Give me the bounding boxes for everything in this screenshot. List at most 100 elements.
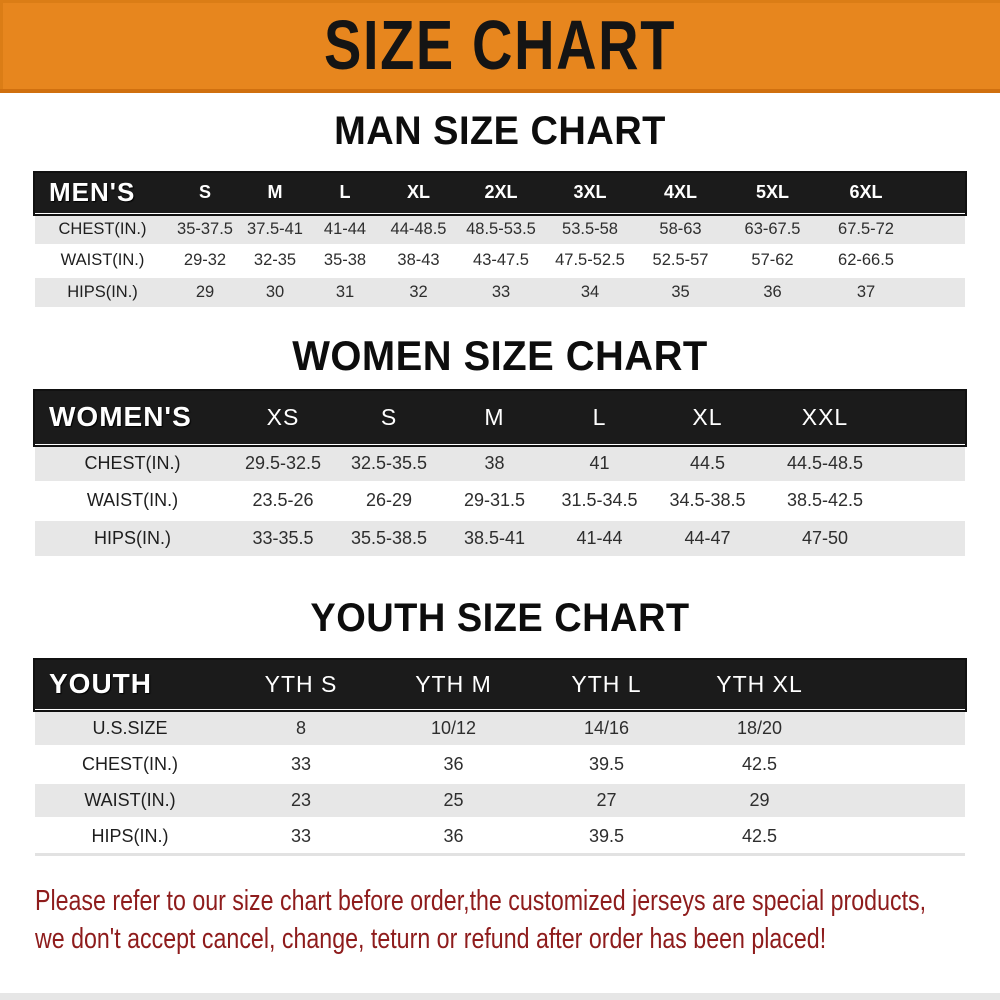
women-section-title: WOMEN SIZE CHART — [292, 332, 708, 379]
size-value-cell: 32-35 — [253, 251, 297, 269]
size-value-cell: 43-47.5 — [473, 251, 529, 269]
row-label: WAIST(IN.) — [84, 789, 176, 810]
youth-size-section: YOUTH SIZE CHART YOUTH YTH S YTH M YTH L YTH… — [0, 596, 1000, 856]
size-column-header: M — [267, 182, 283, 203]
table-brand-label: YOUTH — [49, 668, 152, 700]
row-label: WAIST(IN.) — [60, 251, 145, 269]
size-column-header: YTH S — [264, 670, 338, 697]
row-filler — [836, 746, 965, 782]
row-filler — [836, 782, 965, 818]
measurement-row: HIPS(IN.) 33 36 39.5 42.5 — [35, 818, 965, 854]
row-filler — [913, 276, 965, 307]
size-value-cell: 39.5 — [588, 753, 625, 774]
measurement-row: WAIST(IN.) 23.5-26 26-29 29-31.5 31.5-34.5 34… — [35, 482, 965, 519]
size-value-cell: 34.5-38.5 — [669, 490, 746, 510]
row-filler — [887, 445, 965, 482]
size-value-cell: 41-44 — [323, 220, 367, 238]
size-column-header: M — [484, 403, 505, 430]
men-size-section: MAN SIZE CHART MEN'S S M L XL 2XL 3XL 4XL 5XL 6XL… — [0, 109, 1000, 307]
size-value-cell: 58-63 — [659, 220, 702, 238]
size-value-cell: 35.5-38.5 — [350, 527, 428, 548]
size-value-cell: 48.5-53.5 — [466, 220, 536, 238]
size-value-cell: 29-32 — [183, 251, 227, 269]
header-filler — [836, 660, 965, 710]
row-label: CHEST(IN.) — [82, 753, 178, 774]
size-value-cell: 26-29 — [365, 490, 413, 510]
row-label: HIPS(IN.) — [67, 282, 138, 301]
size-value-cell: 38.5-42.5 — [786, 490, 864, 510]
size-column-header: S — [198, 182, 211, 203]
bottom-strip — [0, 993, 1000, 1000]
size-value-cell: 23 — [290, 789, 312, 810]
size-value-cell: 31.5-34.5 — [561, 490, 638, 510]
size-value-cell: 33 — [491, 282, 511, 301]
men-section-title: MAN SIZE CHART — [334, 109, 666, 153]
youth-size-table: YOUTH YTH S YTH M YTH L YTH XL U.S.SIZE 8 10/1… — [33, 658, 967, 856]
women-size-section: WOMEN SIZE CHART WOMEN'S XS S M L XL XXL CHEST… — [0, 333, 1000, 556]
size-value-cell: 42.5 — [741, 825, 778, 846]
size-value-cell: 10/12 — [430, 717, 477, 738]
size-value-cell: 32.5-35.5 — [350, 453, 428, 473]
row-label: HIPS(IN.) — [91, 825, 169, 846]
size-column-header: L — [339, 182, 351, 203]
size-column-header: YTH M — [415, 670, 492, 697]
size-column-header: 6XL — [849, 182, 883, 203]
footer-note: Please refer to our size chart before or… — [35, 882, 1000, 958]
row-label: WAIST(IN.) — [86, 490, 179, 510]
women-header-row: WOMEN'S XS S M L XL XXL — [33, 389, 967, 447]
size-value-cell: 29 — [195, 282, 215, 301]
table-brand-label: MEN'S — [49, 177, 136, 208]
size-column-header: XL — [692, 403, 723, 430]
row-filler — [887, 519, 965, 556]
size-column-header: 4XL — [663, 182, 697, 203]
size-value-cell: 23.5-26 — [252, 490, 314, 510]
size-value-cell: 29.5-32.5 — [244, 453, 322, 473]
row-filler — [913, 214, 965, 245]
footer-note-line1: Please refer to our size chart before or… — [35, 884, 927, 917]
table-brand-label: WOMEN'S — [49, 401, 192, 433]
size-column-header: 2XL — [484, 182, 518, 203]
row-label: CHEST(IN.) — [58, 220, 147, 238]
size-value-cell: 38 — [484, 453, 505, 473]
size-value-cell: 35-38 — [323, 251, 367, 269]
footer-note-line2: we don't accept cancel, change, teturn o… — [35, 922, 827, 955]
size-value-cell: 41-44 — [576, 527, 623, 548]
row-label: U.S.SIZE — [92, 717, 168, 738]
size-value-cell: 44-48.5 — [390, 220, 447, 238]
size-value-cell: 57-62 — [751, 251, 794, 269]
size-value-cell: 44.5-48.5 — [786, 453, 864, 473]
size-value-cell: 47.5-52.5 — [555, 251, 625, 269]
size-column-header: YTH XL — [716, 670, 803, 697]
men-size-table: MEN'S S M L XL 2XL 3XL 4XL 5XL 6XL CHEST(IN.) 35-3… — [33, 171, 967, 307]
size-value-cell: 53.5-58 — [562, 220, 618, 238]
size-value-cell: 38-43 — [397, 251, 440, 269]
size-column-header: YTH L — [571, 670, 642, 697]
men-header-row: MEN'S S M L XL 2XL 3XL 4XL 5XL 6XL — [33, 171, 967, 216]
row-filler — [913, 245, 965, 276]
size-column-header: 3XL — [573, 182, 607, 203]
size-column-header: XS — [266, 403, 300, 430]
size-column-header: XL — [406, 182, 430, 203]
size-value-cell: 37 — [856, 282, 876, 301]
size-value-cell: 32 — [409, 282, 428, 301]
size-value-cell: 52.5-57 — [652, 251, 709, 269]
size-value-cell: 33 — [290, 825, 312, 846]
size-value-cell: 29 — [749, 789, 770, 810]
size-value-cell: 30 — [265, 282, 285, 301]
size-column-header: XXL — [801, 403, 849, 430]
size-value-cell: 42.5 — [741, 753, 778, 774]
size-value-cell: 29-31.5 — [463, 490, 526, 510]
youth-header-row: YOUTH YTH S YTH M YTH L YTH XL — [33, 658, 967, 712]
size-value-cell: 27 — [596, 789, 617, 810]
size-value-cell: 36 — [443, 753, 464, 774]
size-value-cell: 47-50 — [801, 527, 849, 548]
row-filler — [836, 818, 965, 854]
measurement-row: HIPS(IN.) 33-35.5 35.5-38.5 38.5-41 41-44 44-… — [35, 519, 965, 556]
row-label: HIPS(IN.) — [93, 527, 171, 548]
size-value-cell: 44.5 — [689, 453, 726, 473]
measurement-row: U.S.SIZE 8 10/12 14/16 18/20 — [35, 710, 965, 746]
size-value-cell: 62-66.5 — [838, 251, 894, 269]
size-value-cell: 31 — [335, 282, 355, 301]
banner: SIZE CHART — [0, 0, 1000, 93]
